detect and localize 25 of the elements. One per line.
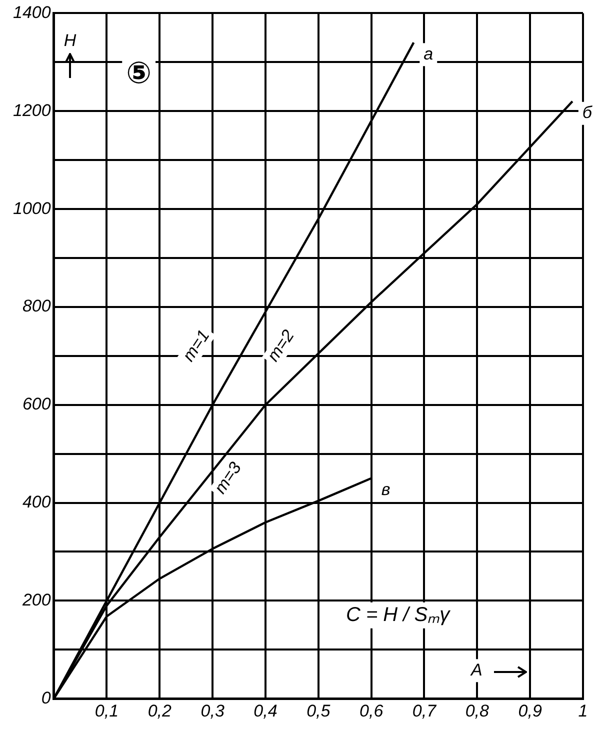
x-tick-label: 0,4 bbox=[254, 702, 278, 721]
series-label: a bbox=[424, 44, 434, 64]
x-tick-label: 0,9 bbox=[518, 702, 542, 721]
x-axis-title: A bbox=[470, 660, 482, 680]
y-tick-label: 200 bbox=[21, 590, 52, 610]
x-tick-label: 0,6 bbox=[360, 702, 384, 721]
x-tick-label: 0,7 bbox=[412, 702, 437, 721]
y-tick-label: 800 bbox=[22, 296, 52, 316]
annotation: ⑤ bbox=[126, 56, 152, 91]
y-axis-title: H bbox=[64, 30, 77, 50]
y-tick-label: 0 bbox=[41, 688, 52, 708]
x-tick-label: 0,3 bbox=[200, 702, 225, 721]
y-tick-label: 1400 bbox=[12, 2, 52, 22]
series-label: б bbox=[582, 103, 594, 122]
y-tick-label: 1200 bbox=[12, 100, 52, 120]
x-tick-label: 0,2 bbox=[148, 702, 172, 721]
y-tick-label: 1000 bbox=[12, 198, 52, 218]
x-tick-label: 0,1 bbox=[94, 702, 119, 721]
x-tick-label: 1 bbox=[578, 702, 588, 721]
series-label: в bbox=[381, 480, 390, 500]
annotation: C = H / Sₘγ bbox=[346, 604, 451, 626]
y-tick-label: 600 bbox=[22, 394, 52, 414]
x-tick-label: 0,5 bbox=[306, 702, 331, 721]
y-tick-label: 400 bbox=[22, 492, 52, 512]
x-tick-label: 0,8 bbox=[465, 702, 490, 721]
